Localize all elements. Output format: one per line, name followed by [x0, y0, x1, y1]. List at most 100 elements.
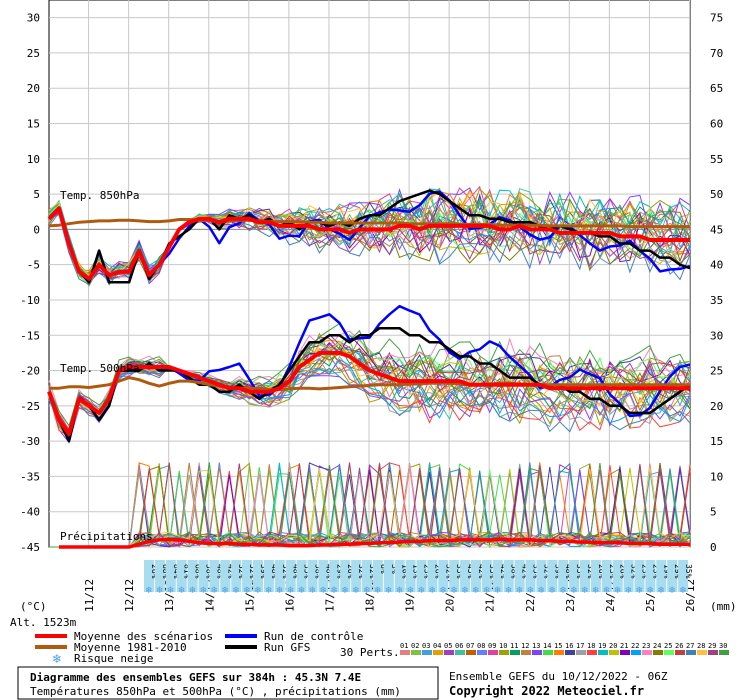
pert-swatch	[510, 650, 520, 655]
pert-swatch	[455, 650, 465, 655]
snow-risk-value: 52%	[248, 564, 257, 579]
snow-risk-value: 35%	[532, 564, 541, 579]
snow-risk-cell	[340, 560, 351, 592]
date-label: 12/12	[123, 579, 136, 612]
pert-swatch	[675, 650, 685, 655]
left-tick-label: 5	[33, 188, 40, 201]
snowflake-icon: ❄	[210, 586, 218, 596]
snow-risk-value: 48%	[270, 564, 279, 579]
pert-swatch	[587, 650, 597, 655]
snow-risk-cell	[351, 560, 362, 592]
snow-risk-row: 26% ❄ 68% ❄ 84% ❄ 81% ❄ 68% ❄ 58% ❄ 48% ❄ 42% ❄ 52% ❄ 52% ❄…	[144, 560, 693, 596]
pert-swatch	[708, 650, 718, 655]
date-label: 11/12	[83, 579, 96, 612]
snow-risk-value: 32%	[444, 564, 453, 579]
snow-risk-value: 26%	[150, 564, 159, 579]
pert-number: 29	[708, 642, 716, 650]
snow-risk-value: 32%	[368, 564, 377, 579]
snow-risk-cell	[362, 560, 372, 592]
snow-risk-value: 42%	[477, 564, 486, 579]
snow-risk-cell	[667, 560, 678, 592]
snow-risk-cell	[481, 560, 492, 592]
pert-swatch	[642, 650, 652, 655]
snow-risk-cell	[154, 560, 165, 592]
snowflake-icon: ❄	[668, 586, 676, 596]
snow-risk-value: 42%	[499, 564, 508, 579]
pert-swatch	[719, 650, 729, 655]
snowflake-icon: ❄	[646, 586, 654, 596]
snow-risk-cell	[525, 560, 536, 592]
right-tick-label: 75	[710, 12, 723, 25]
legend-clim-label: Moyenne 1981-2010	[74, 641, 187, 654]
snow-risk-value: 3%	[390, 564, 399, 574]
snowflake-icon: ❄	[352, 586, 360, 596]
right-tick-label: 15	[710, 435, 723, 448]
snow-risk-cell	[536, 560, 547, 592]
right-tick-label: 30	[710, 329, 723, 342]
perts-label: 30 Perts.	[340, 646, 400, 659]
snow-risk-cell	[492, 560, 503, 592]
snow-risk-cell	[656, 560, 667, 592]
left-tick-label: 30	[27, 12, 40, 25]
left-tick-label: -45	[20, 541, 40, 554]
snowflake-icon: ❄	[243, 586, 251, 596]
snow-risk-cell	[307, 560, 318, 592]
snow-risk-value: 10%	[401, 564, 410, 579]
snow-risk-value: 32%	[357, 564, 366, 579]
snowflake-icon: ❄	[178, 586, 186, 596]
snowflake-icon: ❄	[494, 586, 502, 596]
snowflake-icon: ❄	[407, 586, 415, 596]
snowflake-icon: ❄	[636, 586, 644, 596]
pert-number: 24	[653, 642, 661, 650]
perturbation-legend: 01 02 03 04 05 06 07 08 09 10 11 12 13 14 15 16 17 18 19 20…	[400, 642, 729, 655]
snow-risk-cell	[296, 560, 307, 592]
snow-risk-cell	[601, 560, 612, 592]
right-unit-label: (mm)	[710, 600, 737, 613]
snowflake-icon: ❄	[418, 586, 426, 596]
pert-number: 27	[686, 642, 694, 650]
snow-risk-cell	[645, 560, 656, 592]
member-precip-line	[49, 467, 691, 548]
right-tick-label: 40	[710, 259, 723, 272]
snow-risk-cell	[569, 560, 580, 592]
pert-number: 15	[554, 642, 562, 650]
snow-risk-value: 19%	[662, 564, 671, 579]
ensemble-info: Ensemble GEFS du 10/12/2022 - 06Z	[449, 670, 668, 683]
pert-swatch	[400, 650, 410, 655]
member-t500-line	[48, 334, 691, 436]
snow-risk-cell	[405, 560, 416, 592]
snowflake-icon: ❄	[287, 586, 295, 596]
snowflake-icon: ❄	[385, 586, 393, 596]
pert-number: 13	[532, 642, 540, 650]
snowflake-icon: ❄	[461, 586, 469, 596]
right-tick-label: 5	[710, 506, 717, 519]
pert-swatch	[433, 650, 443, 655]
pert-number: 02	[411, 642, 419, 650]
left-tick-label: 20	[27, 82, 40, 95]
snowflake-icon: ❄	[52, 652, 62, 666]
snowflake-icon: ❄	[527, 586, 535, 596]
pert-swatch	[521, 650, 531, 655]
snowflake-icon: ❄	[548, 586, 556, 596]
snowflake-icon: ❄	[221, 586, 229, 596]
pert-number: 06	[455, 642, 463, 650]
left-axis-ticks: 30 25 20 15 10 5 0 -5 -10 -15 -20 -25 -30 -35 -40 -45	[20, 12, 40, 554]
clim-t500-line	[49, 376, 690, 392]
main-series	[47, 189, 691, 549]
snow-risk-cell	[318, 560, 329, 592]
snowflake-icon: ❄	[156, 586, 164, 596]
pert-swatch	[620, 650, 630, 655]
right-tick-label: 25	[710, 365, 723, 378]
legend-snow-label: Risque neige	[74, 652, 153, 665]
snowflake-icon: ❄	[625, 586, 633, 596]
pert-swatch	[444, 650, 454, 655]
title-box	[17, 666, 439, 700]
t850-section-label: Temp. 850hPa	[60, 189, 139, 202]
legend-mean-label: Moyenne des scénarios	[74, 630, 213, 643]
snowflake-icon: ❄	[483, 586, 491, 596]
snow-risk-value: 48%	[292, 564, 301, 579]
snow-risk-value: 6%	[379, 564, 388, 574]
left-tick-label: 0	[33, 223, 40, 236]
snow-risk-value: 23%	[641, 564, 650, 579]
pert-swatch	[543, 650, 553, 655]
